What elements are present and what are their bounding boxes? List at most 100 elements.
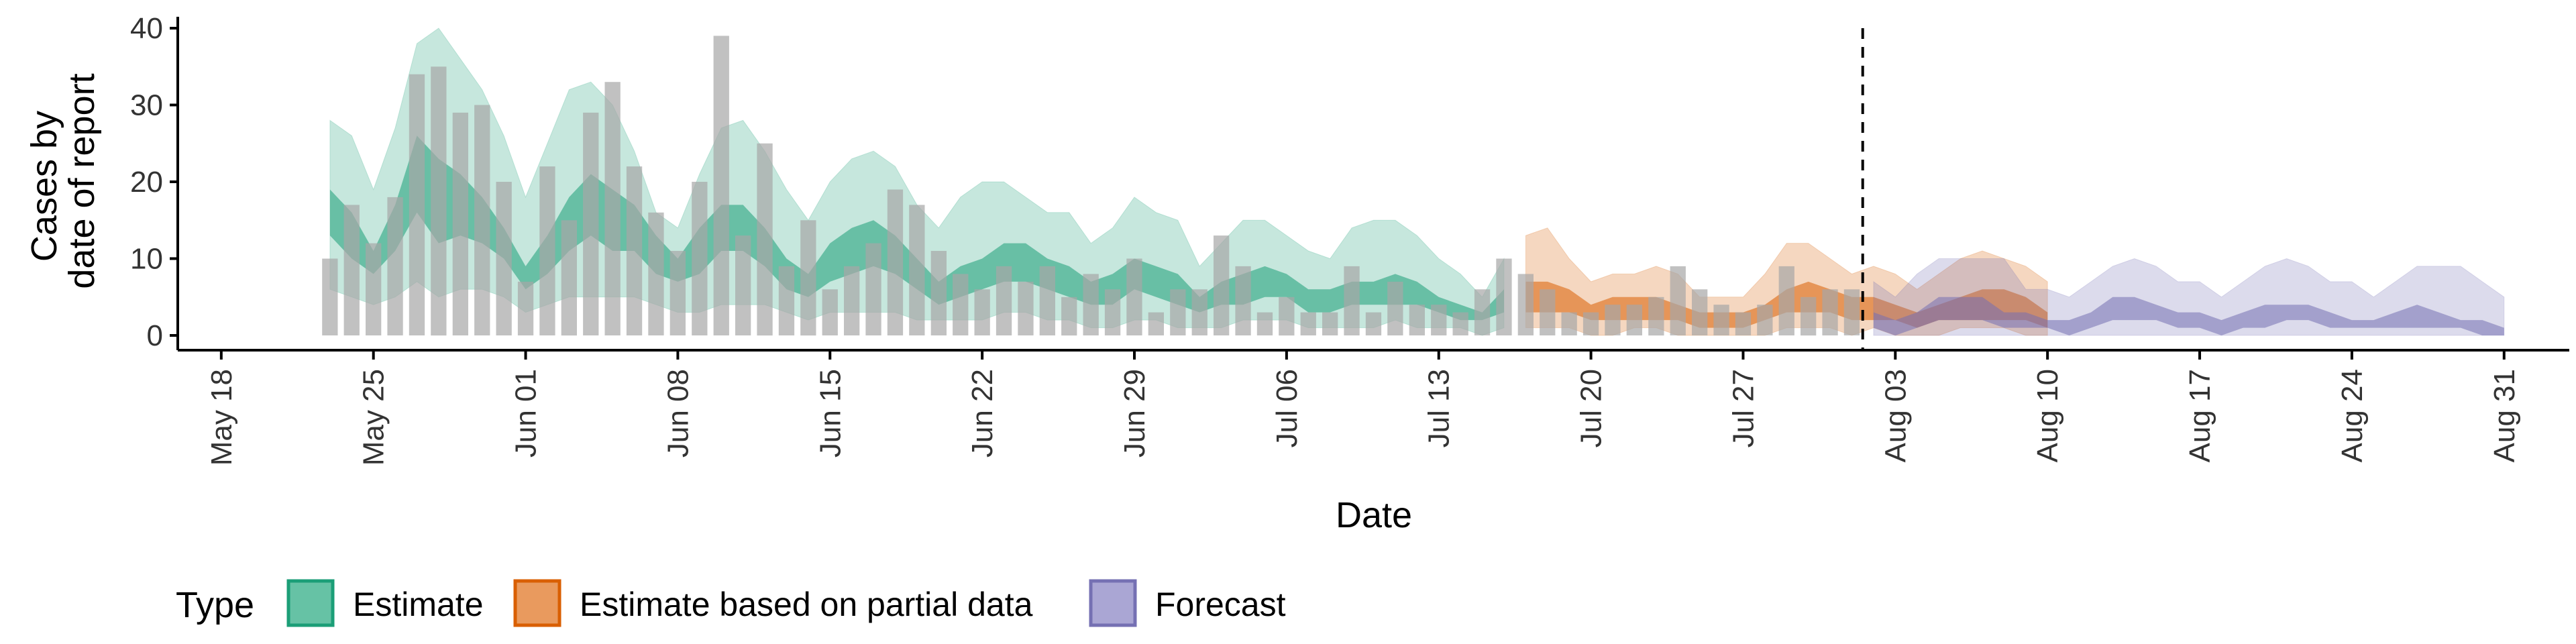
- y-ticks: 0 10 20 30 40: [130, 12, 178, 352]
- reported-case-bar: [1582, 312, 1599, 335]
- reported-case-bar: [1191, 289, 1208, 335]
- reported-case-bar: [822, 289, 838, 335]
- reported-case-bar: [1626, 305, 1642, 335]
- reported-case-bar: [1148, 312, 1164, 335]
- reported-case-bar: [1322, 312, 1338, 335]
- legend-key-forecast: [1089, 579, 1137, 627]
- reported-case-bar: [431, 66, 447, 336]
- reported-case-bar: [1843, 289, 1860, 335]
- reported-case-bar: [496, 182, 512, 335]
- reported-case-bar: [669, 251, 686, 335]
- reported-case-bar: [1214, 235, 1230, 335]
- reported-case-bar: [1452, 312, 1468, 335]
- x-tick-label: Aug 10: [2031, 369, 2064, 462]
- reported-case-bar: [1235, 266, 1251, 335]
- reported-case-bar: [583, 112, 599, 335]
- x-tick-label: Aug 17: [2184, 369, 2216, 462]
- reported-case-bar: [1344, 266, 1360, 335]
- reported-case-bar: [735, 235, 751, 335]
- y-axis-title-line2: date of report: [62, 73, 102, 288]
- y-axis-title: Cases by date of report: [24, 73, 102, 288]
- reported-case-bars: [322, 36, 1860, 336]
- reported-case-bar: [1648, 297, 1664, 336]
- reported-case-bar: [452, 112, 468, 335]
- reported-case-bar: [865, 243, 881, 335]
- reported-case-bar: [713, 36, 729, 336]
- reported-case-bar: [648, 212, 664, 335]
- reported-case-bar: [539, 166, 555, 335]
- reported-case-bar: [953, 274, 969, 335]
- reported-case-bar: [930, 251, 947, 335]
- reported-case-bar: [800, 220, 816, 336]
- reported-case-bar: [692, 182, 708, 335]
- x-tick-label: Aug 24: [2336, 369, 2369, 462]
- reported-case-bar: [887, 189, 904, 335]
- legend-label-partial-data-estimate: Estimate based on partial data: [580, 586, 1033, 623]
- x-tick-label: Aug 31: [2488, 369, 2521, 462]
- y-axis-title-line1: Cases by: [24, 111, 64, 262]
- reported-case-bar: [1757, 305, 1773, 335]
- reported-case-bar: [1692, 289, 1708, 335]
- x-tick-label: May 25: [358, 369, 390, 466]
- x-tick-label: May 18: [205, 369, 238, 466]
- reported-case-bar: [1083, 274, 1099, 335]
- legend-label-forecast: Forecast: [1155, 586, 1286, 623]
- x-tick-label: Jun 01: [510, 369, 543, 458]
- reported-case-bar: [1778, 266, 1794, 335]
- forecast-50-band: [1873, 297, 2504, 335]
- x-tick-label: Jul 20: [1575, 369, 1608, 447]
- reported-case-bar: [366, 243, 382, 335]
- reported-case-bar: [1387, 281, 1403, 335]
- reported-case-bar: [1496, 258, 1512, 335]
- y-tick-label: 20: [130, 166, 163, 199]
- reported-case-bar: [1279, 297, 1295, 336]
- reported-case-bar: [1713, 305, 1729, 335]
- reported-case-bar: [322, 258, 338, 335]
- legend-title: Type: [176, 585, 254, 625]
- reported-case-bar: [1061, 297, 1077, 336]
- legend-key-partial-data-estimate: [513, 579, 561, 627]
- reported-case-bar: [409, 74, 425, 335]
- x-tick-label: Jun 22: [966, 369, 999, 458]
- x-axis-title: Date: [1336, 495, 1412, 535]
- reported-case-bar: [1126, 258, 1142, 335]
- reported-case-bar: [1300, 312, 1316, 335]
- legend-key-estimate: [286, 579, 335, 627]
- x-tick-label: Jun 08: [661, 369, 694, 458]
- reported-case-bar: [996, 266, 1012, 335]
- y-tick-label: 10: [130, 243, 163, 276]
- reported-case-bar: [1561, 312, 1577, 335]
- reported-case-bar: [757, 143, 773, 336]
- reported-case-bar: [387, 197, 403, 335]
- axes: [176, 17, 2569, 352]
- reported-case-bar: [909, 205, 925, 335]
- y-tick-label: 40: [130, 12, 163, 45]
- x-tick-label: Jul 13: [1423, 369, 1456, 447]
- reported-case-bar: [1104, 289, 1121, 335]
- reported-case-bar: [1670, 266, 1686, 335]
- x-tick-label: Jun 15: [814, 369, 847, 458]
- reported-case-bar: [1170, 289, 1186, 335]
- reported-case-bar: [1474, 289, 1491, 335]
- reported-case-bar: [1409, 305, 1425, 335]
- reported-case-bar: [1256, 312, 1273, 335]
- reported-case-bar: [1540, 289, 1556, 335]
- reported-case-bar: [626, 166, 643, 335]
- y-tick-label: 30: [130, 89, 163, 122]
- legend: Type Estimate Estimate based on partial d…: [176, 579, 1286, 627]
- reported-case-bar: [1365, 312, 1382, 335]
- reported-case-bar: [1605, 305, 1621, 335]
- reported-case-bar: [1822, 289, 1838, 335]
- x-ticks: May 18 May 25 Jun 01 Jun 08 Jun 15 Jun 22 Jun …: [205, 350, 2521, 466]
- reported-case-bar: [1039, 266, 1055, 335]
- reported-case-bar: [1018, 281, 1034, 335]
- reported-case-bar: [1517, 274, 1534, 335]
- reported-case-bar: [844, 266, 860, 335]
- reported-case-bar: [343, 205, 360, 335]
- x-tick-label: Jul 06: [1271, 369, 1303, 447]
- reported-case-bar: [474, 105, 490, 335]
- reported-case-bar: [1735, 312, 1752, 335]
- x-tick-label: Jun 29: [1118, 369, 1151, 458]
- reported-case-bar: [974, 289, 990, 335]
